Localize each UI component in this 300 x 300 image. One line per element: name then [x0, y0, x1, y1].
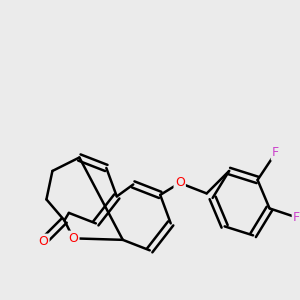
Text: O: O	[68, 232, 78, 245]
Text: O: O	[38, 235, 48, 248]
Text: F: F	[272, 146, 279, 160]
Text: F: F	[293, 211, 300, 224]
Text: O: O	[175, 176, 184, 189]
